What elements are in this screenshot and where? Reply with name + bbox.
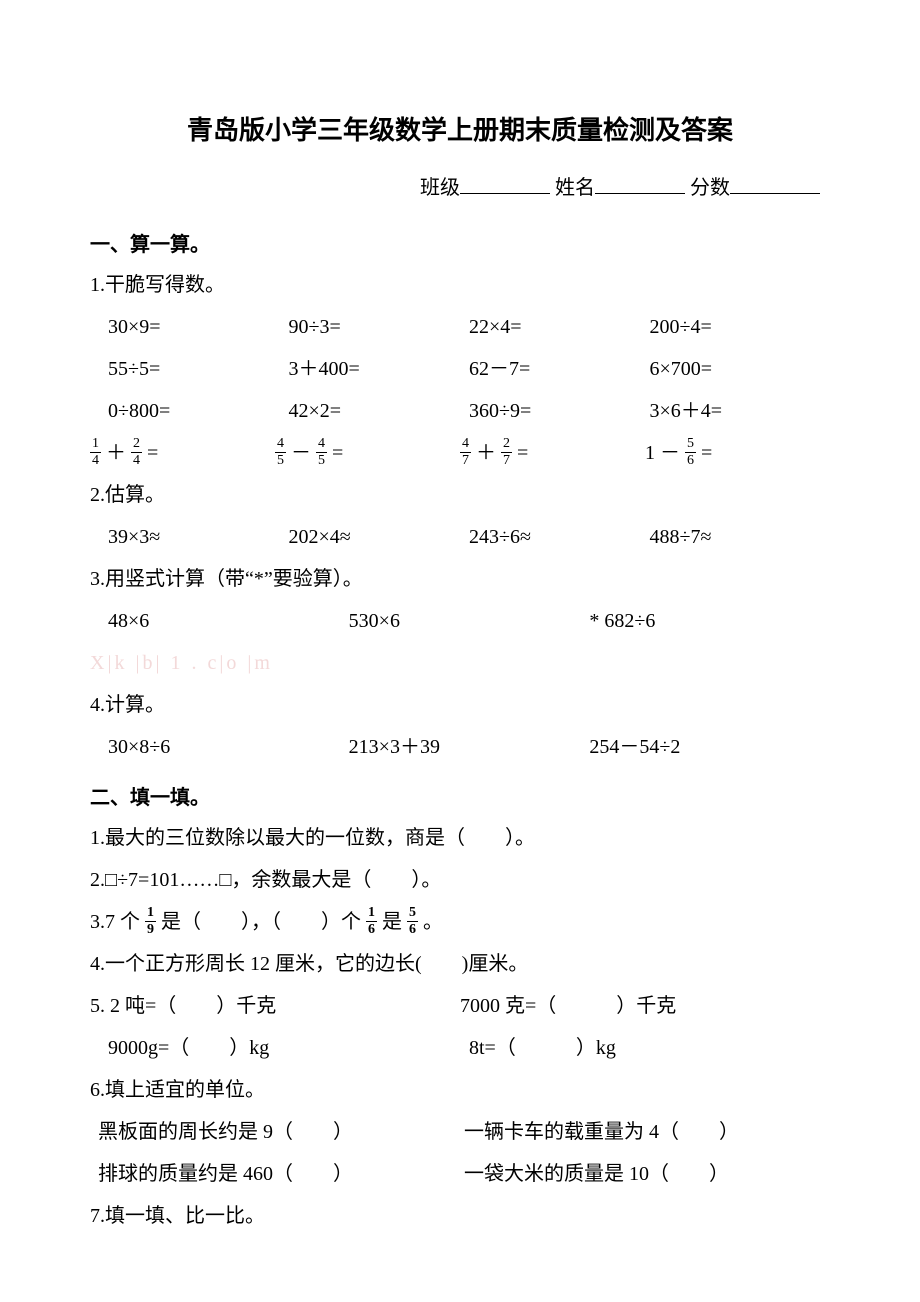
den: 9 <box>145 922 156 937</box>
s1-q1-row3: 0÷800= 42×2= 360÷9= 3×6＋4= <box>90 391 830 431</box>
expr: * 682÷6 <box>589 601 830 641</box>
num: 4 <box>316 437 327 453</box>
page-container: 青岛版小学三年级数学上册期末质量检测及答案 班级 姓名 分数 一、算一算。 1.… <box>0 0 920 1298</box>
s1-q1-row2: 55÷5= 3＋400= 62－7= 6×700= <box>90 349 830 389</box>
expr: 0÷800= <box>108 391 289 431</box>
op: ＋ <box>106 442 126 464</box>
s1-q1-label: 1.干脆写得数。 <box>90 265 830 305</box>
s2-q5b: 7000 克=（ ）千克 <box>460 986 830 1026</box>
den: 4 <box>131 453 142 468</box>
whole: 1 <box>645 442 655 464</box>
op: ＋ <box>476 442 496 464</box>
expr: 213×3＋39 <box>349 727 590 767</box>
s2-q3-b: 是（ ），（ ）个 <box>161 911 361 933</box>
s2-q7: 7.填一填、比一比。 <box>90 1196 830 1236</box>
s1-q4-row: 30×8÷6 213×3＋39 254－54÷2 <box>90 727 830 767</box>
den: 7 <box>460 453 471 468</box>
num: 2 <box>131 437 142 453</box>
expr: 243÷6≈ <box>469 517 650 557</box>
expr: 6×700= <box>650 349 831 389</box>
num: 5 <box>407 906 418 922</box>
num: 1 <box>145 906 156 922</box>
s2-q3-a: 3.7 个 <box>90 911 140 933</box>
den: 6 <box>685 453 696 468</box>
document-title: 青岛版小学三年级数学上册期末质量检测及答案 <box>90 110 830 147</box>
frac-expr-b: 45 － 45 = <box>275 433 460 473</box>
num: 1 <box>366 906 377 922</box>
s2-q4: 4.一个正方形周长 12 厘米，它的边长( )厘米。 <box>90 944 830 984</box>
expr: 42×2= <box>289 391 470 431</box>
class-blank[interactable] <box>460 173 550 194</box>
expr: 55÷5= <box>108 349 289 389</box>
expr: 3×6＋4= <box>650 391 831 431</box>
s1-q3-row: 48×6 530×6 * 682÷6 <box>90 601 830 641</box>
section1-header: 一、算一算。 <box>90 228 830 257</box>
s2-q3-c: 是 <box>382 911 402 933</box>
expr: 530×6 <box>349 601 590 641</box>
score-blank[interactable] <box>730 173 820 194</box>
expr: 39×3≈ <box>108 517 289 557</box>
frac-expr-c: 47 ＋ 27 = <box>460 433 645 473</box>
s2-q6-row1: 黑板面的周长约是 9（ ） 一辆卡车的载重量为 4（ ） <box>90 1112 830 1152</box>
s2-q6-row2: 排球的质量约是 460（ ） 一袋大米的质量是 10（ ） <box>90 1154 830 1194</box>
score-label: 分数 <box>690 177 730 199</box>
s1-q1-fracrow: 14 ＋ 24 = 45 － 45 = 47 ＋ 27 = 1 － 56 = <box>90 433 830 473</box>
frac-expr-d: 1 － 56 = <box>645 433 830 473</box>
expr: 90÷3= <box>289 307 470 347</box>
name-label: 姓名 <box>555 177 595 199</box>
den: 6 <box>366 922 377 937</box>
s1-q2-row: 39×3≈ 202×4≈ 243÷6≈ 488÷7≈ <box>90 517 830 557</box>
s2-q6-2a: 排球的质量约是 460（ ） <box>98 1154 464 1194</box>
section2-header: 二、填一填。 <box>90 781 830 810</box>
op: － <box>291 442 311 464</box>
num: 4 <box>460 437 471 453</box>
s2-q5d: 8t=（ ）kg <box>469 1028 830 1068</box>
watermark-text: X|k |b| 1 . c|o |m <box>90 643 830 683</box>
meta-line: 班级 姓名 分数 <box>90 171 830 200</box>
s2-q1: 1.最大的三位数除以最大的一位数，商是（ ）。 <box>90 818 830 858</box>
expr: 488÷7≈ <box>650 517 831 557</box>
expr: 30×9= <box>108 307 289 347</box>
s2-q6-2b: 一袋大米的质量是 10（ ） <box>464 1154 830 1194</box>
num: 5 <box>685 437 696 453</box>
den: 6 <box>407 922 418 937</box>
s2-q5a: 5. 2 吨=（ ）千克 <box>90 986 460 1026</box>
frac-expr-a: 14 ＋ 24 = <box>90 433 275 473</box>
s2-q2: 2.□÷7=101……□，余数最大是（ ）。 <box>90 860 830 900</box>
num: 2 <box>501 437 512 453</box>
s2-q5c: 9000g=（ ）kg <box>108 1028 469 1068</box>
s2-q5-row1: 5. 2 吨=（ ）千克 7000 克=（ ）千克 <box>90 986 830 1026</box>
num: 4 <box>275 437 286 453</box>
s2-q3: 3.7 个 19 是（ ），（ ）个 16 是 56 。 <box>90 902 830 942</box>
s1-q2-label: 2.估算。 <box>90 475 830 515</box>
den: 5 <box>275 453 286 468</box>
expr: 48×6 <box>108 601 349 641</box>
s1-q3-label: 3.用竖式计算（带“*”要验算）。 <box>90 559 830 599</box>
s1-q1-row1: 30×9= 90÷3= 22×4= 200÷4= <box>90 307 830 347</box>
expr: 3＋400= <box>289 349 470 389</box>
den: 4 <box>90 453 101 468</box>
num: 1 <box>90 437 101 453</box>
s2-q6-1b: 一辆卡车的载重量为 4（ ） <box>464 1112 830 1152</box>
op: － <box>660 442 680 464</box>
expr: 62－7= <box>469 349 650 389</box>
s1-q4-label: 4.计算。 <box>90 685 830 725</box>
den: 7 <box>501 453 512 468</box>
s2-q5-row2: 9000g=（ ）kg 8t=（ ）kg <box>90 1028 830 1068</box>
expr: 360÷9= <box>469 391 650 431</box>
expr: 22×4= <box>469 307 650 347</box>
den: 5 <box>316 453 327 468</box>
expr: 200÷4= <box>650 307 831 347</box>
expr: 254－54÷2 <box>589 727 830 767</box>
s2-q6-label: 6.填上适宜的单位。 <box>90 1070 830 1110</box>
s2-q6-1a: 黑板面的周长约是 9（ ） <box>98 1112 464 1152</box>
s2-q3-d: 。 <box>423 911 443 933</box>
expr: 202×4≈ <box>289 517 470 557</box>
expr: 30×8÷6 <box>108 727 349 767</box>
name-blank[interactable] <box>595 173 685 194</box>
class-label: 班级 <box>420 177 460 199</box>
